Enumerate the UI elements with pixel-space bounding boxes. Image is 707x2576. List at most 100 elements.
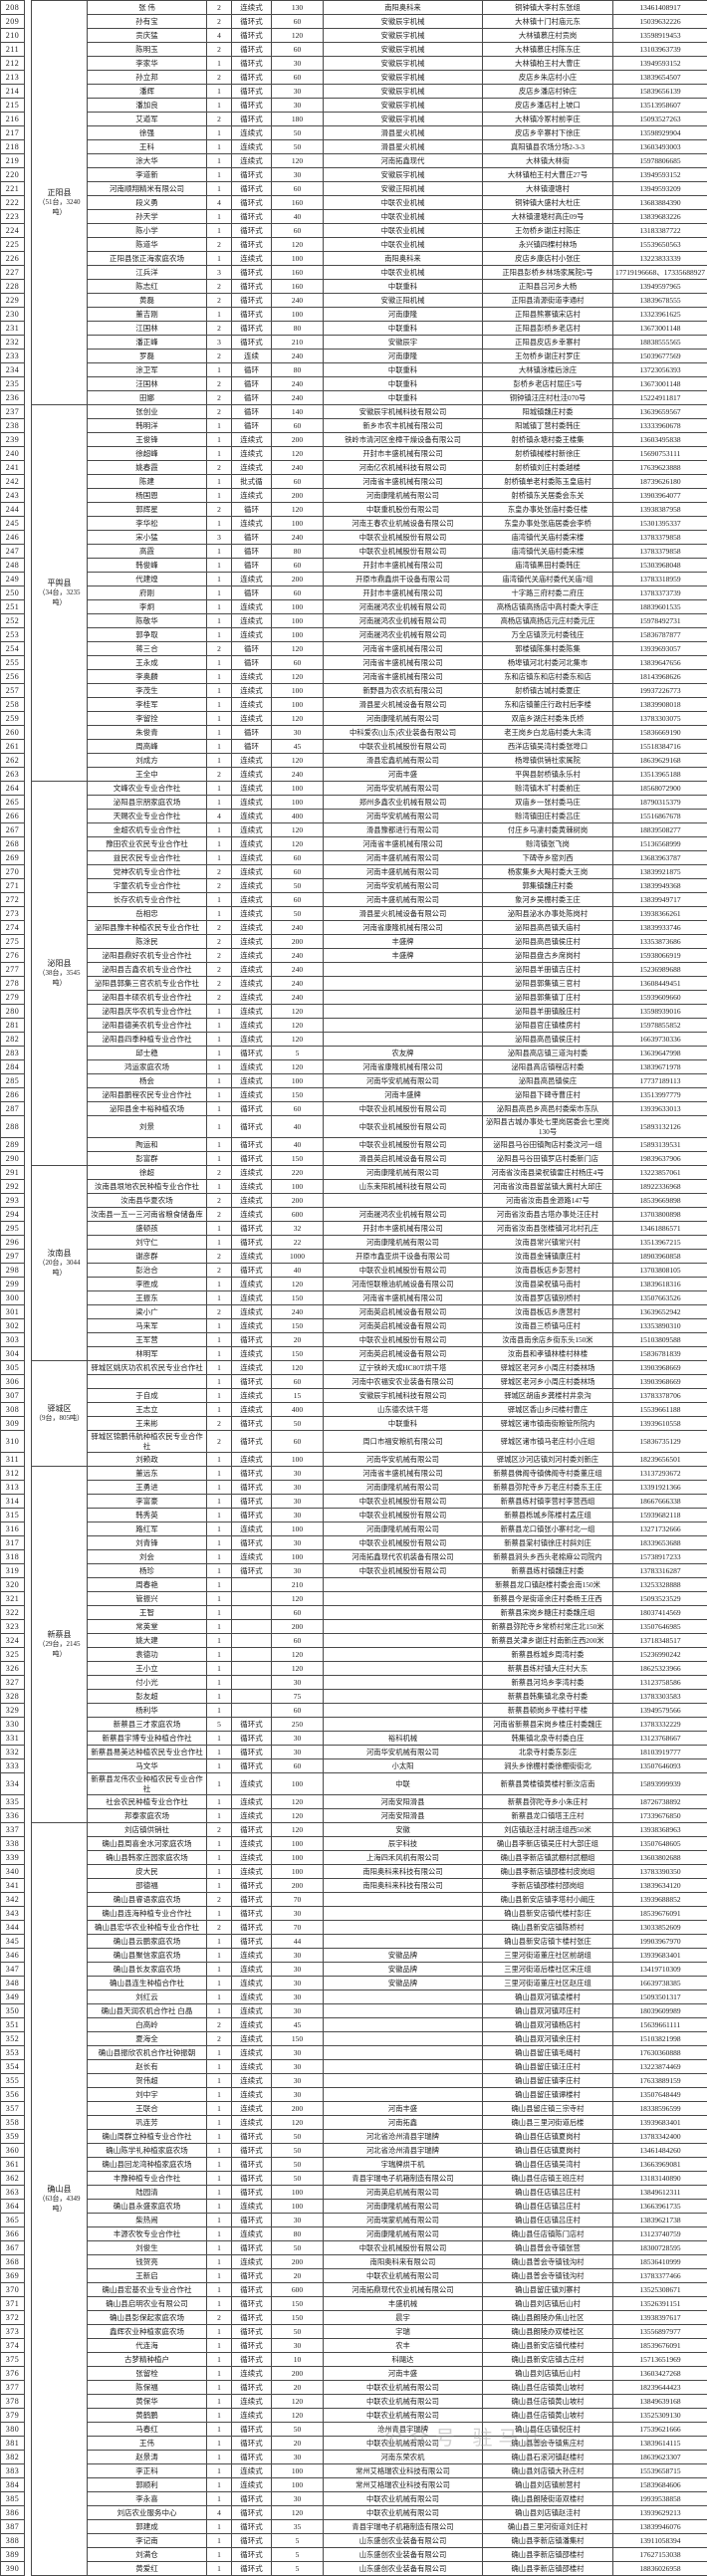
column-gap	[25, 1606, 32, 1620]
cell-name: 确山县天润农机合作社 白晶	[88, 2004, 207, 2018]
cell-type	[232, 1592, 272, 1606]
cell-name: 彭友超	[88, 1690, 207, 1704]
cell-phone: 19937226773	[613, 684, 707, 698]
cell-tonnage: 100	[272, 252, 324, 266]
cell-row-number: 327	[1, 1676, 25, 1690]
column-gap	[25, 126, 32, 140]
column-gap	[25, 1522, 32, 1536]
cell-address: 新蔡县弥陀寺乡常桥村常庄北150米	[483, 1620, 613, 1634]
cell-name: 张创业	[88, 405, 207, 419]
column-gap	[25, 893, 32, 907]
cell-brand: 中联农业机械股份有限公司	[324, 1564, 483, 1578]
cell-row-number: 350	[1, 2004, 25, 2018]
cell-tonnage: 40	[272, 1264, 324, 1278]
cell-phone: 15893999939	[613, 1773, 707, 1795]
cell-phone: 13507648605	[613, 1837, 707, 1851]
cell-name: 梁小广	[88, 1305, 207, 1319]
cell-row-number: 208	[1, 1, 25, 15]
cell-tonnage: 20	[272, 2437, 324, 2451]
cell-brand: 河南丰盛机械有限公司	[324, 865, 483, 879]
cell-phone: 18836026958	[613, 2562, 707, 2576]
column-gap	[25, 336, 32, 350]
cell-name: 赵景涛	[88, 2451, 207, 2464]
cell-address: 王勿桥乡谢庄村罗庄	[483, 350, 613, 363]
cell-name: 郭顺利	[88, 2478, 207, 2492]
cell-name: 确山县云鹏家庭农场	[88, 1935, 207, 1949]
cell-phone: 13839614115	[613, 2437, 707, 2451]
cell-tonnage: 30	[272, 2214, 324, 2227]
column-gap	[25, 614, 32, 628]
cell-units: 2	[207, 113, 232, 126]
cell-address: 确山县三里河街道刘庄村	[483, 2520, 613, 2534]
cell-row-number: 247	[1, 545, 25, 559]
cell-brand: 滑县宏鑫机械有限公司	[324, 754, 483, 768]
column-gap	[25, 2423, 32, 2437]
cell-row-number: 338	[1, 1837, 25, 1851]
cell-phone: 15978855852	[613, 1019, 707, 1033]
cell-phone: 13839946076	[613, 2520, 707, 2534]
cell-units: 1	[207, 726, 232, 740]
cell-type: 循环	[232, 656, 272, 670]
cell-phone: 19903967970	[613, 1935, 707, 1949]
cell-address: 确山县双河镇凌楼村	[483, 1991, 613, 2004]
cell-tonnage: 5	[272, 2562, 324, 2576]
cell-type: 循环	[232, 726, 272, 740]
cell-name: 周高峰	[88, 740, 207, 754]
cell-tonnage: 100	[272, 600, 324, 614]
cell-row-number: 271	[1, 879, 25, 893]
cell-type: 循环式	[232, 2269, 272, 2283]
cell-name: 郭辉星	[88, 503, 207, 517]
column-gap	[25, 2325, 32, 2339]
cell-type: 循环式	[232, 280, 272, 294]
cell-phone: 15303968048	[613, 559, 707, 573]
county-name: 正阳县	[48, 188, 72, 197]
cell-address: 大林镇慕庄村陈东庄	[483, 43, 613, 57]
cell-name: 陆园清	[88, 2186, 207, 2200]
cell-units: 2	[207, 280, 232, 294]
cell-phone: 13603495838	[613, 433, 707, 447]
cell-tonnage: 100	[272, 2200, 324, 2214]
cell-units: 1	[207, 1180, 232, 1194]
cell-phone: 13123768667	[613, 1732, 707, 1746]
cell-phone: 18903960858	[613, 1250, 707, 1264]
cell-address: 泌阳县郭集镇丁庄村	[483, 991, 613, 1005]
cell-name: 确山县振欣农机合作社钟振朝	[88, 2046, 207, 2060]
cell-units: 1	[207, 837, 232, 851]
cell-type: 连续式	[232, 573, 272, 586]
cell-address: 驿城区诸市镇南街粮管所院内	[483, 1417, 613, 1431]
column-gap	[25, 447, 32, 461]
cell-name: 陈明玉	[88, 43, 207, 57]
cell-tonnage: 160	[272, 280, 324, 294]
column-gap	[25, 1138, 32, 1152]
cell-phone: 13783377466	[613, 2269, 707, 2283]
cell-tonnage: 200	[272, 1194, 324, 1208]
cell-type: 循环式	[232, 1138, 272, 1152]
cell-tonnage: 120	[272, 1809, 324, 1823]
cell-name: 涂大华	[88, 154, 207, 168]
cell-phone: 18568072900	[613, 782, 707, 796]
cell-brand: 河南丰盛机械有限公司	[324, 893, 483, 907]
column-gap	[25, 252, 32, 266]
cell-units: 2	[207, 43, 232, 57]
cell-units: 1	[207, 796, 232, 810]
cell-units: 1	[207, 2004, 232, 2018]
cell-tonnage: 30	[272, 2060, 324, 2074]
cell-phone: 13639652942	[613, 1305, 707, 1319]
cell-units: 1	[207, 851, 232, 865]
cell-units: 1	[207, 782, 232, 796]
cell-name: 确山周群立种植专业合作社	[88, 2130, 207, 2144]
cell-tonnage: 120	[272, 1060, 324, 1074]
